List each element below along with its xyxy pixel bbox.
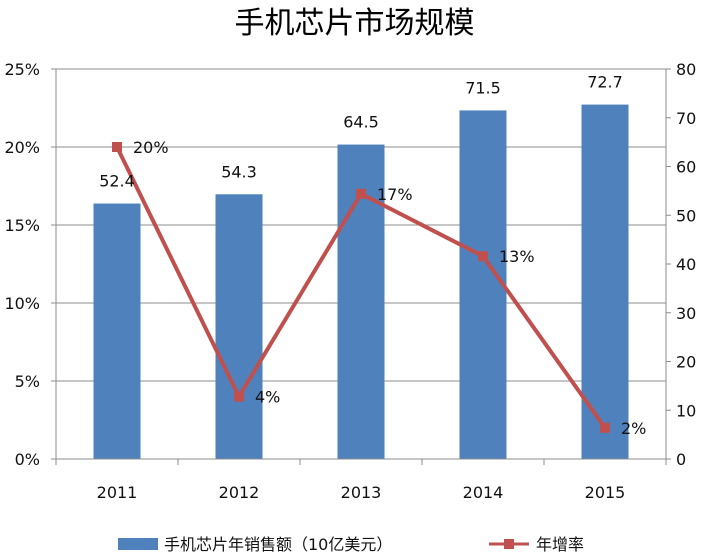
right-axis-tick-label: 80 [676, 60, 696, 79]
line-data-label: 4% [255, 388, 280, 407]
bar-layer [93, 104, 629, 460]
bar-data-label: 64.5 [343, 113, 379, 132]
legend-line-label: 年增率 [536, 535, 584, 553]
line-data-label: 17% [377, 185, 413, 204]
right-axis-tick-label: 30 [676, 304, 696, 323]
line-data-label: 13% [499, 247, 535, 266]
chart-title: 手机芯片市场规模 [235, 6, 475, 41]
left-axis-tick-label: 15% [4, 216, 40, 235]
bar [581, 104, 629, 460]
line-point [356, 188, 366, 199]
bar-data-label: 72.7 [587, 73, 623, 92]
x-axis-tick-label: 2011 [97, 483, 138, 502]
right-axis-tick-label: 70 [676, 109, 696, 128]
axis-layer [51, 68, 671, 465]
bar [215, 194, 263, 459]
line-point [112, 142, 122, 152]
right-axis-tick-label: 40 [676, 255, 696, 274]
x-axis-tick-label: 2012 [219, 483, 260, 502]
right-axis-tick-label: 10 [676, 401, 696, 420]
legend: 手机芯片年销售额（10亿美元） 年增率 [118, 535, 584, 553]
bar [459, 110, 507, 459]
right-axis-tick-label: 20 [676, 353, 696, 372]
line-point [600, 422, 610, 433]
x-axis-tick-label: 2013 [341, 483, 382, 502]
x-axis-tick-label: 2015 [585, 483, 626, 502]
line-layer [112, 142, 610, 433]
bar-data-label: 71.5 [465, 78, 501, 97]
label-layer: 0% 5% 10% 15% 20% 25% 0 10 20 30 40 50 60 70 80 2011 52.… [4, 60, 696, 502]
line-data-label: 20% [133, 138, 169, 157]
legend-bar-swatch [118, 538, 158, 550]
bar-data-label: 52.4 [99, 172, 135, 191]
bar [93, 203, 141, 459]
left-axis-tick-label: 5% [15, 372, 40, 391]
bar-data-label: 54.3 [221, 162, 257, 181]
right-axis-tick-label: 50 [676, 206, 696, 225]
line-data-label: 2% [621, 419, 646, 438]
legend-line-marker [504, 539, 514, 549]
left-axis-tick-label: 20% [4, 138, 40, 157]
left-axis-tick-label: 25% [4, 60, 40, 79]
x-axis-tick-label: 2014 [463, 483, 504, 502]
left-axis-tick-label: 10% [4, 294, 40, 313]
line-point [234, 391, 244, 402]
line-point [478, 251, 488, 262]
right-axis-tick-label: 60 [676, 158, 696, 177]
right-axis-tick-label: 0 [676, 450, 686, 469]
legend-bar-label: 手机芯片年销售额（10亿美元） [164, 535, 392, 553]
left-axis-tick-label: 0% [15, 450, 40, 469]
